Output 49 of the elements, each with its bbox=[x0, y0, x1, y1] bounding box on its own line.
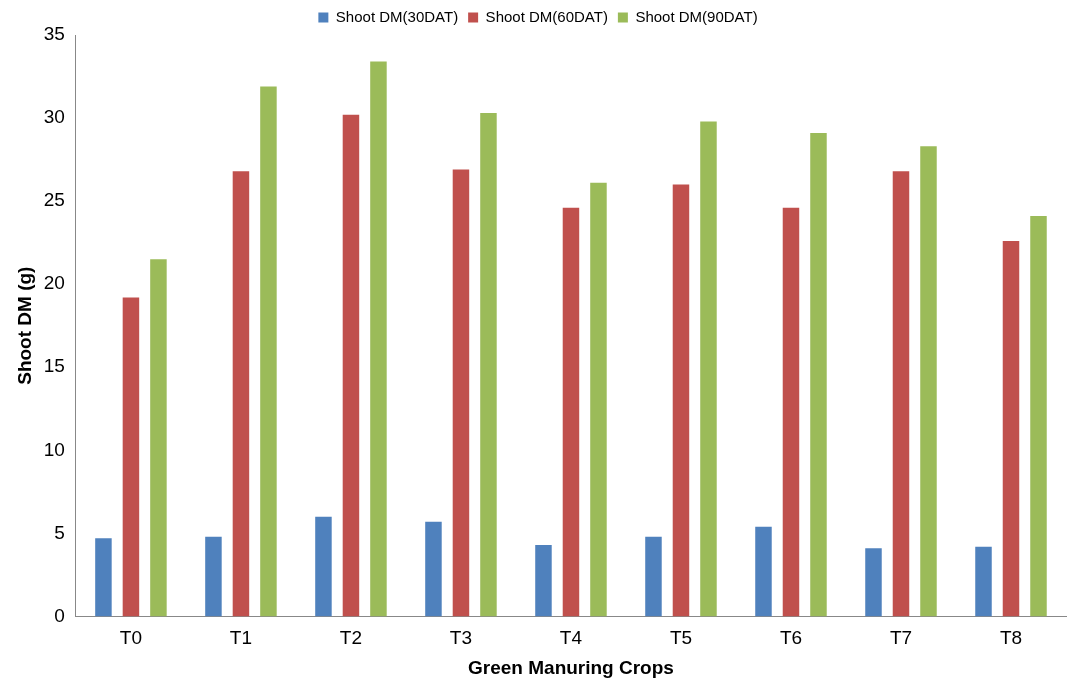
x-tick-label: T7 bbox=[889, 627, 913, 649]
bar bbox=[700, 121, 717, 617]
y-tick-label: 20 bbox=[43, 272, 65, 294]
bar bbox=[1030, 216, 1047, 617]
bar bbox=[810, 133, 827, 617]
x-tick-label: T1 bbox=[229, 627, 253, 649]
x-tick-label: T8 bbox=[999, 627, 1023, 649]
legend-label: Shoot DM(90DAT) bbox=[635, 7, 758, 25]
bar bbox=[755, 526, 772, 617]
y-tick-label: 30 bbox=[43, 106, 65, 128]
bar bbox=[920, 146, 937, 617]
bar bbox=[150, 259, 167, 617]
x-tick-label: T0 bbox=[119, 627, 143, 649]
bar bbox=[975, 546, 992, 617]
bar bbox=[370, 61, 387, 617]
legend-label: Shoot DM(60DAT) bbox=[485, 7, 608, 25]
bar bbox=[452, 169, 470, 617]
bar bbox=[315, 516, 332, 617]
x-tick-label: T2 bbox=[339, 627, 363, 649]
y-tick-label: 0 bbox=[54, 604, 65, 626]
y-tick-label: 10 bbox=[43, 438, 65, 460]
bar bbox=[122, 297, 140, 617]
bar bbox=[672, 184, 690, 617]
y-axis-title: Shoot DM (g) bbox=[13, 266, 35, 385]
bar bbox=[865, 548, 882, 617]
y-tick-label: 25 bbox=[43, 189, 65, 211]
bar bbox=[95, 538, 112, 617]
bar bbox=[1002, 240, 1020, 617]
bar bbox=[480, 113, 497, 617]
x-axis-title: Green Manuring Crops bbox=[468, 656, 674, 678]
bar bbox=[892, 171, 910, 617]
bar bbox=[260, 86, 277, 617]
bar bbox=[535, 544, 552, 617]
y-tick-label: 5 bbox=[54, 521, 65, 543]
bar bbox=[782, 207, 800, 617]
x-tick-label: T5 bbox=[669, 627, 693, 649]
bar bbox=[205, 536, 222, 617]
y-tick-label: 15 bbox=[43, 355, 65, 377]
bar bbox=[232, 171, 250, 617]
bar bbox=[342, 114, 360, 617]
bar bbox=[590, 182, 607, 617]
y-tick-label: 35 bbox=[43, 23, 65, 45]
x-tick-label: T6 bbox=[779, 627, 803, 649]
x-tick-label: T3 bbox=[449, 627, 473, 649]
bar bbox=[425, 521, 442, 617]
bar bbox=[645, 536, 662, 617]
x-tick-label: T4 bbox=[559, 627, 583, 649]
legend-label: Shoot DM(30DAT) bbox=[335, 7, 459, 25]
bar bbox=[562, 207, 580, 617]
